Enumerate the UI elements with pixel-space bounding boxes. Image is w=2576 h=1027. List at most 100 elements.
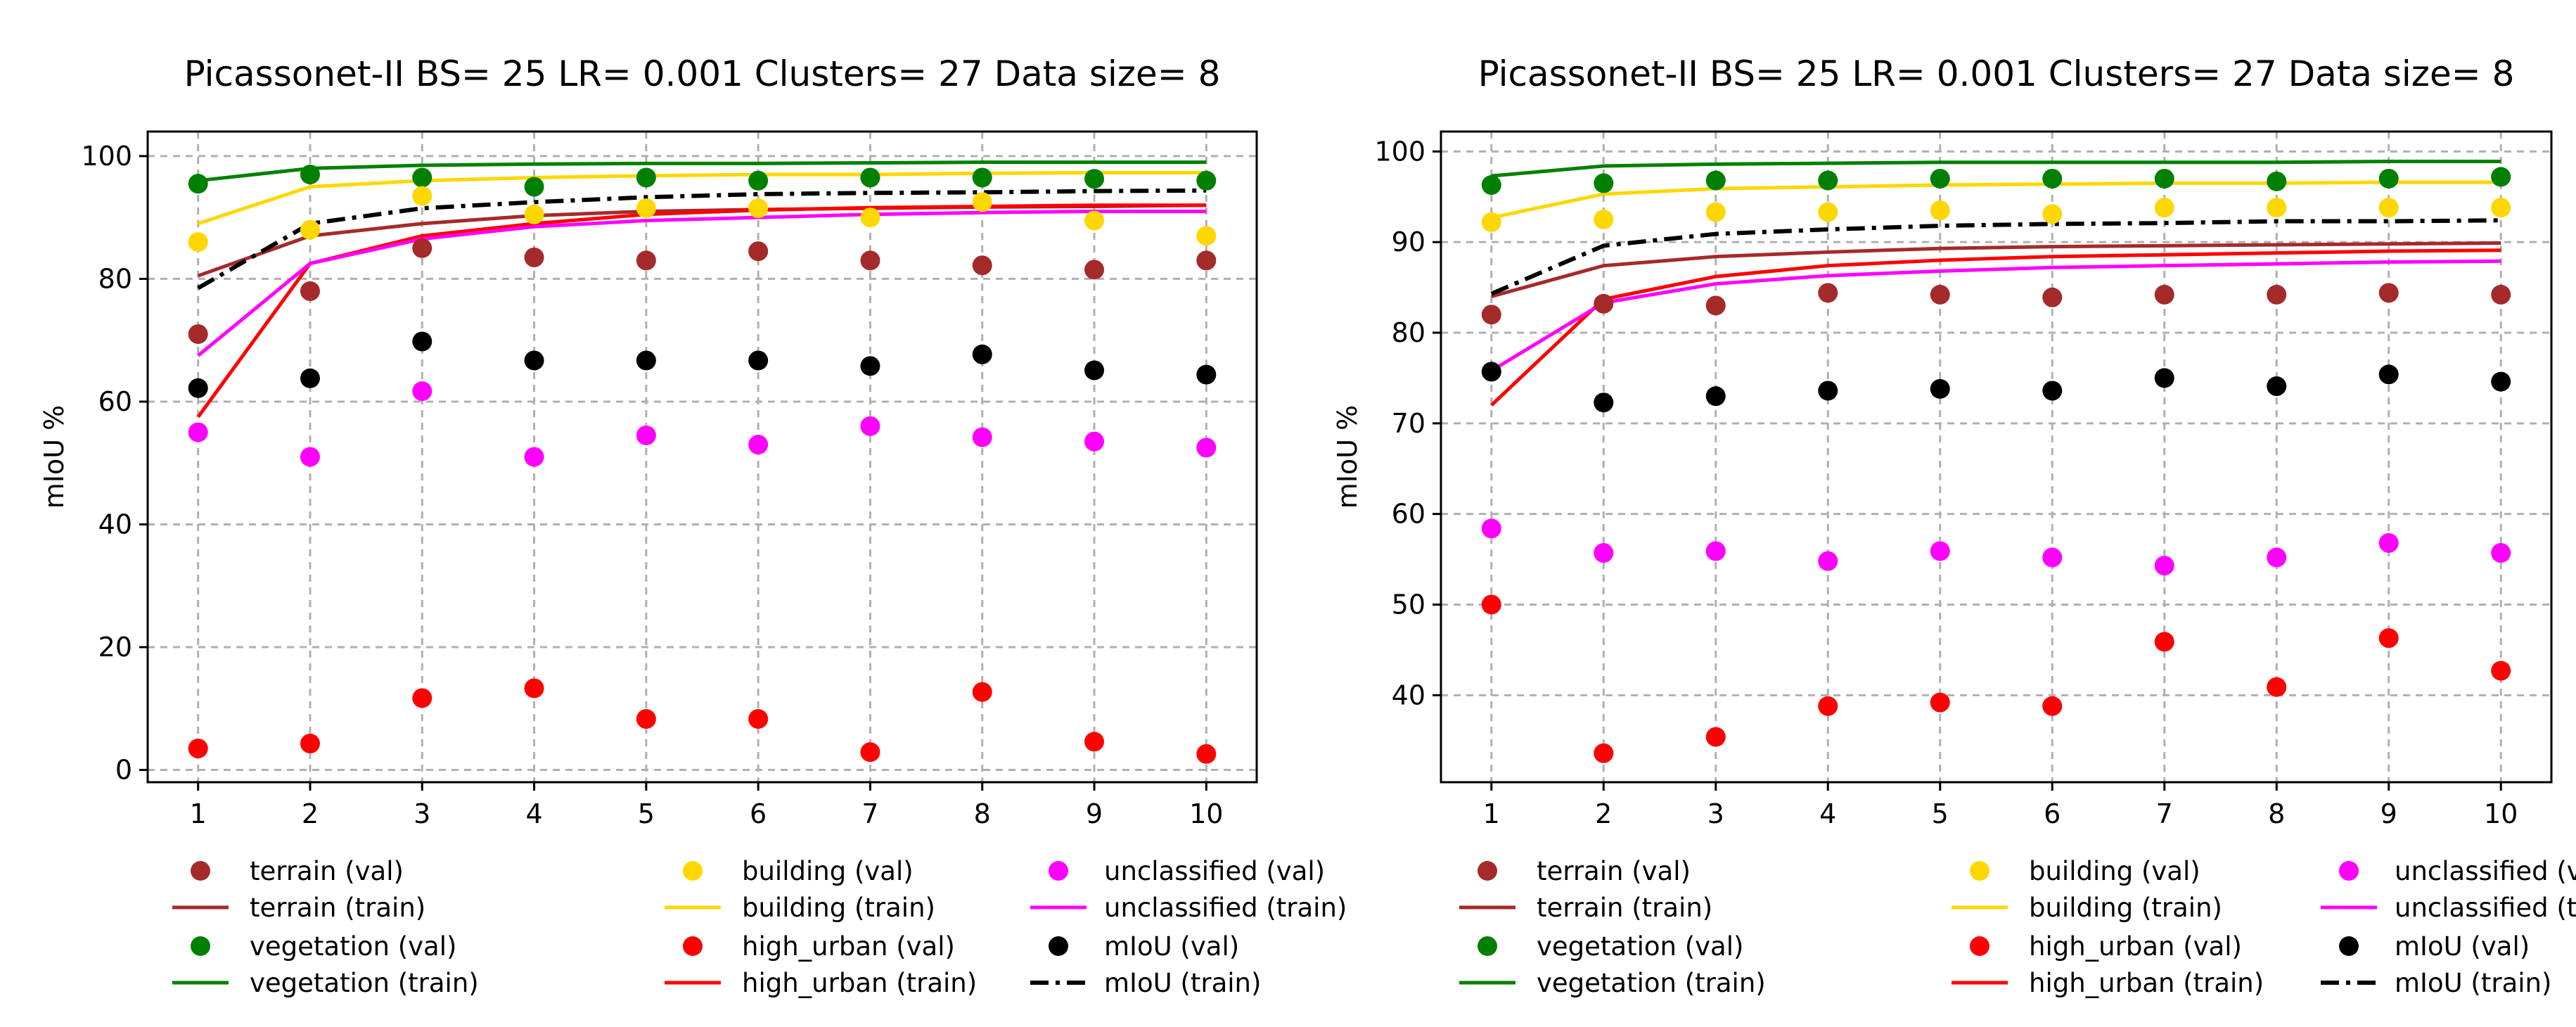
data-point-building-val: [1196, 226, 1217, 246]
data-point-miou-val: [2378, 364, 2399, 385]
legend-label: vegetation (train): [1537, 968, 1766, 998]
legend-label: mIoU (train): [2395, 968, 2551, 998]
legend-item: building (val): [1970, 856, 2200, 886]
data-point-terrain-val: [412, 238, 432, 258]
series-building-val: [188, 186, 1217, 253]
legend-item: high_urban (val): [683, 931, 955, 962]
data-point-miou-val: [2042, 381, 2063, 401]
data-point-building-val: [2378, 198, 2399, 218]
data-point-unclassified-val: [1705, 541, 1726, 561]
y-tick-label: 60: [98, 386, 132, 417]
chart-title: Picassonet-II BS= 25 LR= 0.001 Clusters=…: [1478, 53, 2515, 94]
data-point-unclassified-val: [748, 435, 769, 455]
legend-item: unclassified (val): [1049, 856, 1325, 886]
y-tick-label: 40: [98, 509, 132, 540]
legend-item: high_urban (train): [665, 968, 977, 998]
data-point-building-val: [2491, 198, 2511, 218]
data-point-unclassified-val: [1930, 541, 1950, 561]
data-point-terrain-val: [300, 281, 320, 301]
data-point-vegetation-val: [860, 167, 880, 188]
x-tick-label: 6: [750, 798, 767, 829]
data-point-unclassified-val: [972, 427, 992, 447]
legend-item: mIoU (train): [1030, 968, 1261, 998]
data-point-miou-val: [748, 350, 769, 371]
series-building-val: [1481, 198, 2511, 232]
data-point-unclassified-val: [412, 381, 432, 402]
series-line-miou-train: [197, 188, 1207, 291]
legend-marker: [1478, 936, 1497, 956]
data-point-terrain-val: [2378, 283, 2399, 303]
data-point-building-val: [1084, 210, 1105, 231]
data-point-vegetation-val: [1705, 170, 1726, 191]
data-point-unclassified-val: [636, 425, 656, 445]
legend-marker: [683, 936, 703, 956]
data-point-unclassified-val: [188, 422, 208, 442]
data-point-vegetation-val: [1084, 169, 1105, 189]
data-point-terrain-val: [636, 250, 656, 271]
data-point-vegetation-val: [636, 167, 656, 188]
legend-label: high_urban (val): [2029, 931, 2242, 962]
x-tick-label: 7: [2156, 798, 2173, 829]
y-tick-label: 90: [1392, 227, 1425, 257]
legend-item: building (train): [665, 893, 935, 923]
data-point-high_urban-val: [636, 709, 656, 729]
legend-label: building (val): [2029, 856, 2200, 886]
data-point-miou-val: [524, 350, 544, 371]
data-point-miou-val: [1084, 360, 1105, 381]
series-miou-train: [1490, 218, 2501, 296]
series-miou-val: [188, 331, 1217, 398]
data-point-miou-val: [1594, 393, 1614, 413]
series-terrain-train: [197, 203, 1207, 278]
data-point-unclassified-val: [300, 447, 320, 467]
data-point-vegetation-val: [1481, 175, 1501, 196]
data-point-vegetation-val: [972, 167, 992, 188]
data-point-miou-val: [1196, 364, 1217, 385]
data-point-terrain-val: [748, 241, 769, 262]
data-point-miou-val: [636, 350, 656, 371]
x-tick-label: 9: [2380, 798, 2397, 829]
series-building-train: [197, 170, 1207, 226]
data-point-unclassified-val: [2491, 543, 2511, 563]
x-tick-label: 5: [1932, 798, 1949, 829]
data-point-terrain-val: [1930, 284, 1950, 305]
data-point-terrain-val: [2042, 287, 2063, 307]
data-point-vegetation-val: [2267, 171, 2287, 191]
y-tick-label: 80: [98, 263, 132, 294]
legend-item: high_urban (val): [1970, 931, 2242, 962]
data-point-vegetation-val: [524, 177, 544, 197]
legend-label: vegetation (train): [250, 968, 479, 998]
legend-label: high_urban (train): [2029, 968, 2264, 998]
data-point-unclassified-val: [1481, 518, 1501, 539]
data-point-high_urban-val: [412, 688, 432, 708]
data-point-miou-val: [412, 331, 432, 352]
series-line-unclassified-train: [1490, 259, 2501, 373]
data-point-unclassified-val: [860, 416, 880, 436]
data-point-high_urban-val: [860, 742, 880, 763]
data-point-building-val: [972, 192, 992, 212]
data-point-terrain-val: [972, 255, 992, 276]
y-tick-label: 40: [1392, 680, 1425, 710]
series-line-vegetation-train: [198, 160, 1207, 183]
legend-item: mIoU (val): [1049, 931, 1239, 962]
data-point-vegetation-val: [300, 165, 320, 185]
series-line-unclassified-train: [197, 209, 1207, 357]
data-point-unclassified-val: [1084, 431, 1105, 452]
data-point-terrain-val: [2267, 284, 2287, 305]
data-point-building-val: [1594, 209, 1614, 229]
data-point-terrain-val: [524, 247, 544, 267]
series-vegetation-val: [188, 165, 1217, 197]
series-line-vegetation-train: [1491, 160, 2501, 178]
legend-item: terrain (train): [1459, 893, 1712, 923]
legend-item: mIoU (train): [2321, 968, 2551, 998]
legend-label: building (val): [742, 856, 914, 886]
y-tick-label: 100: [1374, 136, 1425, 167]
y-axis-label: mIoU %: [39, 405, 70, 509]
data-point-building-val: [1930, 200, 1950, 221]
legend-item: high_urban (train): [1952, 968, 2264, 998]
legend-marker: [2339, 936, 2359, 956]
series-line-building-train: [1491, 180, 2501, 219]
x-tick-label: 4: [525, 798, 542, 829]
data-point-building-val: [188, 232, 208, 253]
data-point-building-val: [524, 204, 544, 224]
